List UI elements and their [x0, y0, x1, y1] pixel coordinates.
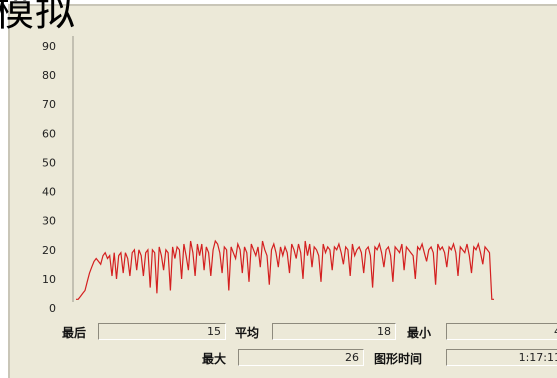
minimum-value-field: 4 — [446, 323, 557, 340]
series-line — [76, 241, 494, 299]
y-tick-label: 0 — [49, 302, 56, 315]
monitor-window: 0 10 20 30 40 50 60 70 80 90 最后 15 平均 18 最小 4 最大 … — [8, 4, 557, 378]
stats-panel: 最后 15 平均 18 最小 4 最大 26 图形时间 1:17:11 — [10, 322, 557, 378]
y-tick-label: 60 — [42, 127, 56, 140]
y-tick-label: 80 — [42, 69, 56, 82]
y-tick-labels: 0 10 20 30 40 50 60 70 80 90 — [42, 40, 56, 315]
y-tick-label: 90 — [42, 40, 56, 53]
y-tick-label: 40 — [42, 186, 56, 199]
y-tick-label: 50 — [42, 156, 56, 169]
maximum-value-field: 26 — [238, 349, 364, 366]
last-value-field: 15 — [98, 323, 226, 340]
minimum-label: 最小 — [407, 324, 431, 341]
y-tick-label: 70 — [42, 98, 56, 111]
line-chart: 0 10 20 30 40 50 60 70 80 90 — [16, 12, 557, 316]
plot-panel: 0 10 20 30 40 50 60 70 80 90 — [16, 12, 557, 316]
y-tick-label: 20 — [42, 244, 56, 257]
y-tick-label: 30 — [42, 215, 56, 228]
average-label: 平均 — [235, 324, 259, 341]
y-tick-label: 10 — [42, 273, 56, 286]
average-value-field: 18 — [272, 323, 396, 340]
elapsed-time-field: 1:17:11 — [446, 349, 557, 366]
last-label: 最后 — [62, 324, 86, 341]
maximum-label: 最大 — [202, 350, 226, 367]
elapsed-time-label: 图形时间 — [374, 350, 422, 367]
window-title-fragment: 模拟 — [0, 0, 76, 32]
